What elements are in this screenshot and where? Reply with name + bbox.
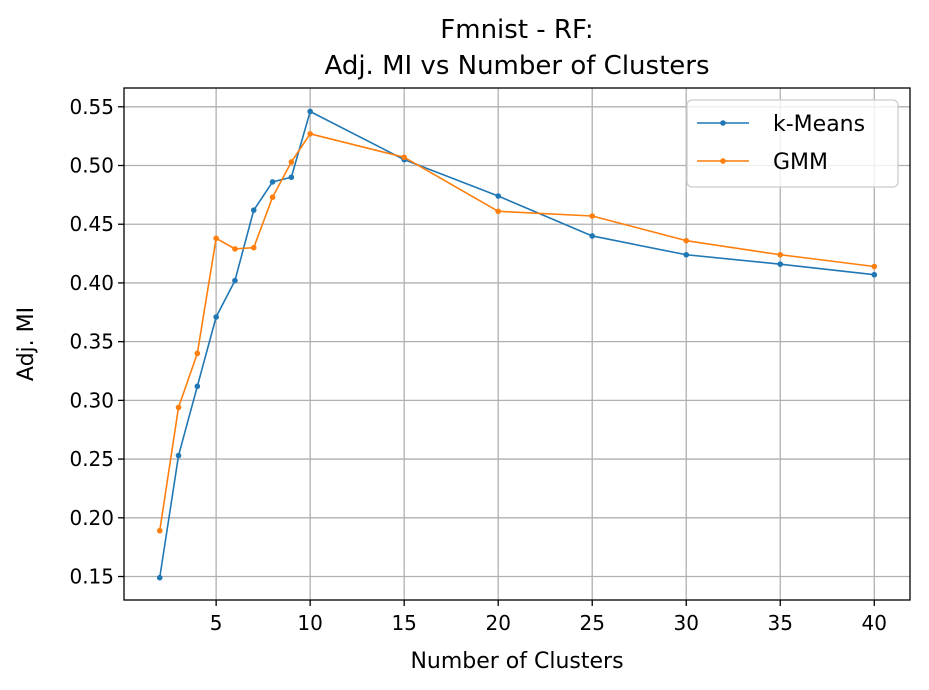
x-tick-label: 15: [391, 611, 416, 635]
x-tick-label: 40: [862, 611, 887, 635]
data-point-gmm: [213, 235, 219, 242]
data-point-gmm: [401, 154, 407, 161]
data-point-k-means: [871, 271, 878, 278]
chart-title-line1: Fmnist - RF:: [440, 15, 593, 45]
data-point-k-means: [175, 452, 182, 459]
data-point-k-means: [156, 574, 163, 581]
data-point-gmm: [683, 237, 690, 244]
y-tick-label: 0.25: [69, 447, 114, 471]
legend: k-Means GMM: [686, 99, 899, 188]
data-point-k-means: [213, 314, 219, 320]
legend-marker-gmm: [720, 158, 726, 164]
x-tick-label: 5: [210, 611, 223, 635]
data-point-k-means: [307, 108, 313, 115]
data-point-gmm: [232, 246, 238, 252]
series-layer: [156, 108, 878, 581]
y-tick-label: 0.40: [69, 271, 114, 295]
ticks: 5 10 15 20 25 30 35 40 0.15 0.20 0.25 0.30 0.35 0.40 0…: [69, 95, 887, 635]
y-tick-label: 0.45: [69, 212, 114, 236]
data-point-k-means: [495, 193, 501, 199]
data-point-k-means: [194, 383, 201, 390]
data-point-gmm: [495, 208, 501, 215]
y-tick-label: 0.35: [69, 330, 114, 354]
x-axis-label: Number of Clusters: [410, 649, 623, 674]
y-tick-label: 0.50: [69, 154, 114, 178]
plot-frame: [123, 87, 911, 601]
data-point-k-means: [777, 261, 784, 267]
legend-label-kmeans: k-Means: [773, 112, 865, 137]
x-tick-label: 30: [674, 611, 699, 635]
data-point-k-means: [232, 277, 238, 284]
data-point-k-means: [250, 207, 257, 213]
y-tick-label: 0.30: [69, 388, 114, 412]
chart-title-line2: Adj. MI vs Number of Clusters: [324, 51, 709, 81]
legend-label-gmm: GMM: [773, 150, 828, 175]
data-point-gmm: [194, 350, 201, 357]
data-point-k-means: [288, 174, 295, 181]
data-point-k-means: [269, 179, 276, 185]
data-point-k-means: [683, 251, 690, 258]
data-point-gmm: [288, 159, 295, 165]
data-point-gmm: [307, 130, 313, 137]
data-point-gmm: [269, 194, 276, 201]
data-point-gmm: [777, 251, 784, 258]
y-tick-label: 0.55: [69, 95, 114, 119]
data-point-gmm: [589, 213, 596, 219]
data-point-gmm: [250, 244, 257, 251]
x-tick-label: 10: [297, 611, 322, 635]
data-point-gmm: [871, 263, 878, 270]
data-point-gmm: [175, 404, 182, 411]
data-point-k-means: [589, 233, 596, 239]
x-tick-label: 25: [579, 611, 604, 635]
legend-marker-kmeans: [720, 120, 726, 126]
data-point-gmm: [156, 527, 163, 534]
x-tick-label: 20: [485, 611, 510, 635]
y-tick-label: 0.15: [69, 565, 114, 589]
x-tick-label: 35: [768, 611, 793, 635]
y-axis-label: Adj. MI: [14, 307, 39, 381]
y-tick-label: 0.20: [69, 506, 114, 530]
legend-box: [686, 99, 899, 188]
